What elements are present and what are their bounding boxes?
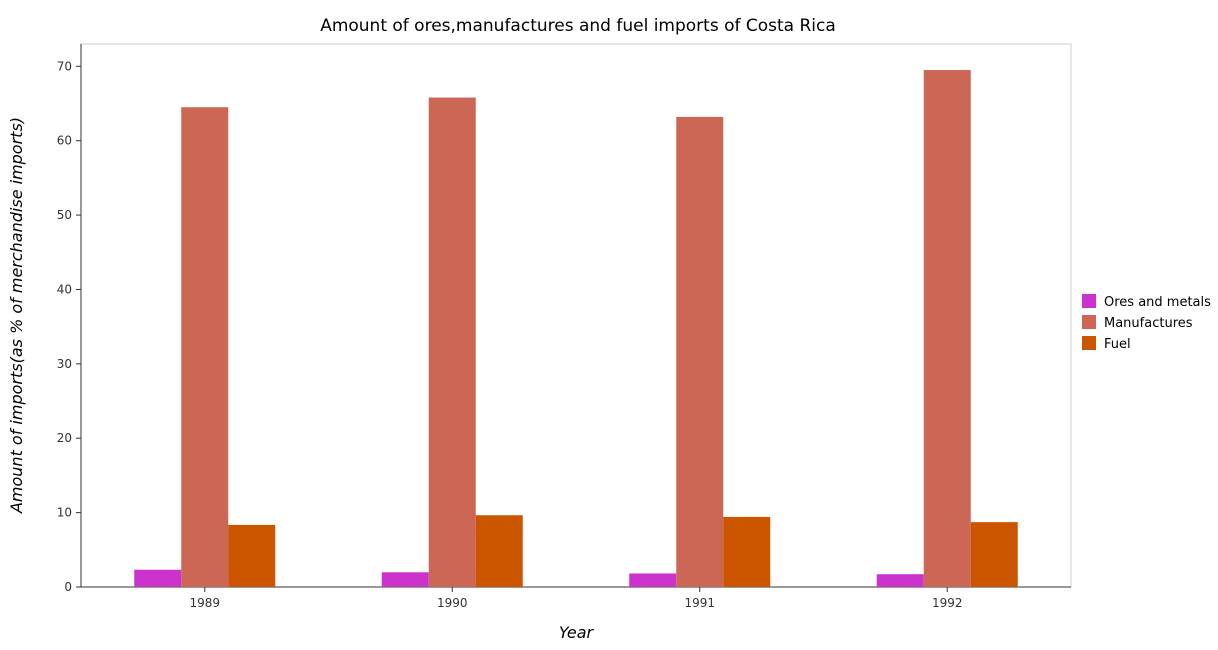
x-tick-label: 1991 [684,596,715,610]
bar-manufactures-1991 [676,116,724,588]
y-tick-label: 20 [57,431,72,445]
y-tick-label: 30 [57,357,72,371]
bar-ores-and-metals-1992 [876,574,924,587]
plot-area [80,43,1072,588]
legend-swatch [1082,336,1096,350]
y-tick-label: 40 [57,282,72,296]
x-tick-label: 1990 [437,596,468,610]
bar-ores-and-metals-1991 [629,573,677,587]
chart-title: Amount of ores,manufactures and fuel imp… [320,16,836,36]
y-tick-label: 0 [64,580,72,594]
x-axis: 1989 1990 1991 1992 [81,586,1071,610]
bar-fuel-1989 [228,524,276,587]
legend-swatch [1082,294,1096,308]
bar-manufactures-1992 [923,70,971,588]
x-axis-label: Year [559,623,595,642]
legend-swatch [1082,315,1096,329]
x-tick-label: 1989 [189,596,220,610]
y-tick-label: 10 [57,506,72,520]
bar-manufactures-1989 [181,107,229,588]
bar-fuel-1991 [723,516,771,587]
bars [134,70,1018,588]
y-tick-label: 60 [57,134,72,148]
y-tick-label: 50 [57,208,72,222]
y-axis-label: Amount of imports(as % of merchandise im… [7,117,26,514]
bar-ores-and-metals-1990 [381,572,429,587]
legend-label: Fuel [1104,337,1131,352]
bar-fuel-1992 [970,522,1018,587]
y-axis: 0 10 20 30 40 50 60 70 [57,44,82,594]
bar-ores-and-metals-1989 [134,569,182,587]
bar-manufactures-1990 [428,97,476,588]
bar-fuel-1990 [475,515,523,587]
x-tick-label: 1992 [932,596,963,610]
legend-label: Ores and metals [1104,295,1211,310]
legend-label: Manufactures [1104,316,1193,331]
y-tick-label: 70 [57,59,72,73]
legend: Ores and metals Manufactures Fuel [1082,294,1211,352]
